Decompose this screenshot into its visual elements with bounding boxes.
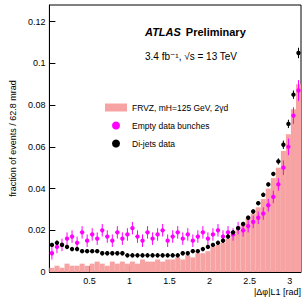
svg-text:Preliminary: Preliminary bbox=[186, 26, 247, 38]
svg-text:2.5: 2.5 bbox=[243, 276, 256, 286]
svg-text:|Δφ|L1 [rad]: |Δφ|L1 [rad] bbox=[254, 287, 301, 297]
svg-text:FRVZ, mH=125 GeV, 2γd: FRVZ, mH=125 GeV, 2γd bbox=[132, 103, 228, 113]
svg-text:2: 2 bbox=[207, 276, 212, 286]
svg-text:0.02: 0.02 bbox=[28, 225, 46, 235]
svg-text:0.08: 0.08 bbox=[28, 100, 46, 110]
svg-text:0.06: 0.06 bbox=[28, 142, 46, 152]
svg-text:0.5: 0.5 bbox=[83, 276, 96, 286]
svg-text:0.1: 0.1 bbox=[33, 58, 46, 68]
svg-text:0.04: 0.04 bbox=[28, 184, 46, 194]
svg-text:0.12: 0.12 bbox=[28, 17, 46, 27]
svg-text:Empty data bunches: Empty data bunches bbox=[132, 121, 210, 131]
svg-text:1: 1 bbox=[127, 276, 132, 286]
svg-text:fraction of events / 62.8 mrad: fraction of events / 62.8 mrad bbox=[8, 80, 18, 197]
svg-text:3: 3 bbox=[287, 276, 292, 286]
svg-text:3.4 fb⁻¹, √s = 13 TeV: 3.4 fb⁻¹, √s = 13 TeV bbox=[145, 51, 237, 62]
svg-text:Di-jets data: Di-jets data bbox=[132, 139, 175, 149]
svg-text:ATLAS: ATLAS bbox=[144, 26, 182, 38]
svg-text:0: 0 bbox=[40, 267, 45, 277]
svg-text:1.5: 1.5 bbox=[163, 276, 176, 286]
